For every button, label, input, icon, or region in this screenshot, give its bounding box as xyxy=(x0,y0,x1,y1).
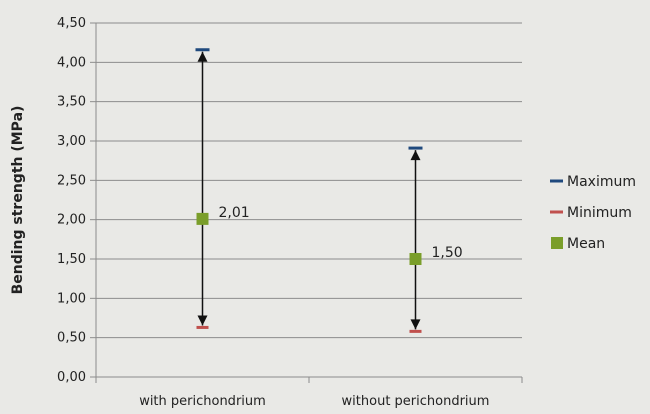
category-labels: with perichondrium without perichondrium xyxy=(139,394,489,409)
legend-swatch-minimum xyxy=(550,210,563,214)
minimum-marker xyxy=(196,325,209,329)
legend: Maximum Minimum Mean xyxy=(550,174,636,252)
y-tick-label: 1,00 xyxy=(57,291,86,306)
y-tick-label: 4,00 xyxy=(57,55,86,70)
mean-data-label: 2,01 xyxy=(219,205,250,221)
arrow-head-down xyxy=(410,319,421,330)
maximum-marker xyxy=(408,146,423,150)
y-tick-label: 0,50 xyxy=(57,331,86,346)
arrow-head-down xyxy=(197,315,208,326)
y-tick-label: 3,50 xyxy=(57,95,86,110)
y-tick-label: 3,00 xyxy=(57,134,86,149)
legend-swatch-mean xyxy=(551,237,563,249)
range-marks: 2,01 1,50 xyxy=(195,48,463,333)
y-tick-label: 4,50 xyxy=(57,16,86,31)
gridlines xyxy=(90,22,522,378)
x-axis-ticks xyxy=(95,377,523,383)
category-label: without perichondrium xyxy=(342,394,490,409)
y-tick-label: 2,00 xyxy=(57,213,86,228)
mean-data-label: 1,50 xyxy=(432,245,463,261)
legend-label-minimum: Minimum xyxy=(567,205,632,221)
mean-marker xyxy=(409,253,422,265)
category-label: with perichondrium xyxy=(139,394,266,409)
arrow-head-up xyxy=(197,51,208,62)
y-axis-label: Bending strength (MPa) xyxy=(10,106,26,295)
minimum-marker xyxy=(409,329,422,333)
legend-label-maximum: Maximum xyxy=(567,174,636,190)
legend-label-mean: Mean xyxy=(567,236,605,252)
y-tick-label: 2,50 xyxy=(57,173,86,188)
maximum-marker xyxy=(195,48,210,52)
mean-marker xyxy=(196,212,209,225)
arrow-head-up xyxy=(410,150,421,161)
y-tick-label: 0,00 xyxy=(57,370,86,385)
legend-swatch-maximum xyxy=(550,179,563,183)
y-tick-label: 1,50 xyxy=(57,252,86,267)
y-tick-labels: 0,00 0,50 1,00 1,50 2,00 2,50 3,00 3,50 4,00 4,50 xyxy=(57,16,86,385)
